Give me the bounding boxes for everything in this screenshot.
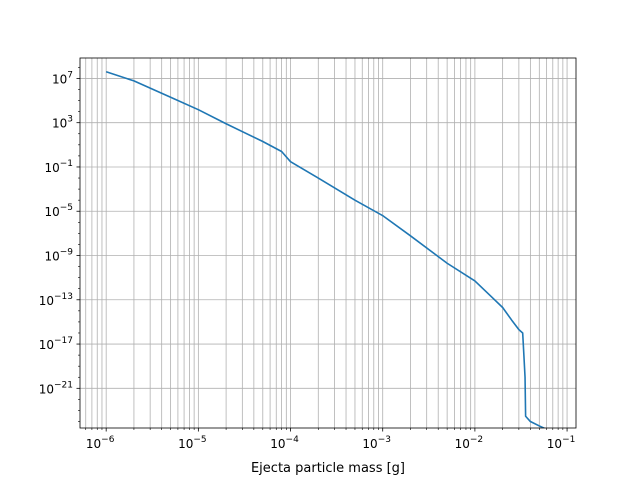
x-tick-label: 10−4 [270, 435, 299, 451]
series-line [105, 70, 546, 428]
y-tick-label: 10−1 [44, 159, 73, 175]
axes-frame [79, 57, 577, 429]
y-tick-label: 10−5 [44, 203, 73, 219]
y-tick-label: 10−13 [39, 292, 73, 308]
x-tick-label: 10−5 [178, 435, 207, 451]
y-tick-label: 10−17 [39, 336, 73, 352]
grid [80, 58, 576, 428]
x-tick-label: 10−2 [455, 435, 484, 451]
x-tick-label: 10−1 [547, 435, 576, 451]
x-tick-label: 10−6 [86, 435, 115, 451]
plot-area [105, 70, 546, 428]
ticks: 10−6 10−5 10−4 10−3 10−2 10−1 107 103 10−1 10−5 10… [39, 67, 576, 451]
x-tick-label: 10−3 [362, 435, 391, 451]
y-tick-label: 10−9 [44, 248, 73, 264]
y-tick-label: 107 [52, 70, 73, 86]
y-tick-label: 10−21 [39, 380, 73, 396]
x-axis-label: Ejecta particle mass [g] [251, 461, 405, 476]
y-tick-label: 103 [52, 115, 73, 131]
